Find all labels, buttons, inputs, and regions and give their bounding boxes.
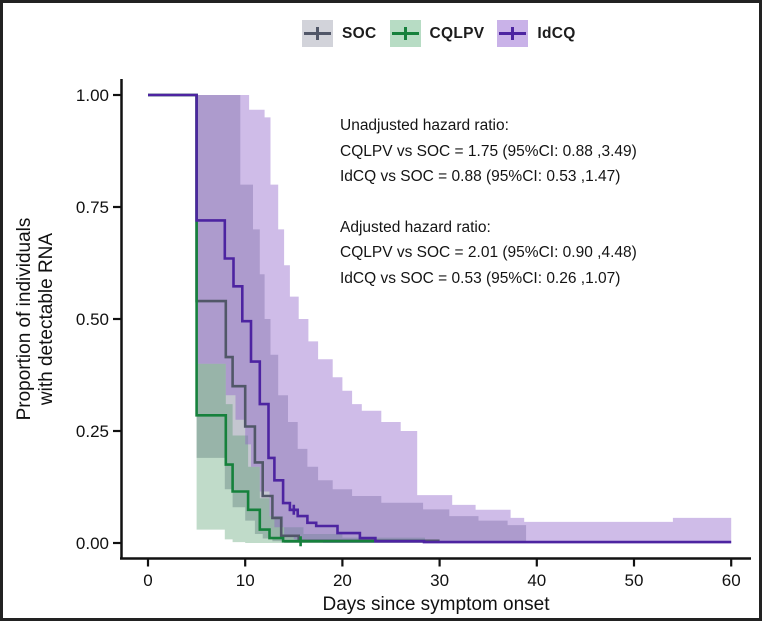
unadjusted-hr-block: Unadjusted hazard ratio: CQLPV vs SOC = … — [340, 113, 637, 190]
censor-marks — [288, 504, 306, 547]
censor-mark-idcq — [288, 504, 299, 515]
km-curves — [148, 93, 732, 544]
y-tick-label: 1.00 — [76, 86, 109, 105]
x-tick-label: 0 — [143, 571, 152, 590]
y-axis-title-line1: Proportion of individuals — [14, 218, 35, 421]
legend-item-idcq: IdCQ — [497, 20, 575, 47]
legend-label-cqlpv: CQLPV — [429, 24, 485, 42]
cqlpv-key-icon — [389, 20, 421, 47]
y-axis-title-line2: with detectable RNA — [36, 233, 57, 406]
y-tick-label: 0.00 — [76, 534, 109, 553]
legend: SOC CQLPV IdCQ — [302, 20, 576, 47]
x-tick-label: 50 — [625, 571, 644, 590]
hazard-ratio-annotations: Unadjusted hazard ratio: CQLPV vs SOC = … — [340, 113, 637, 292]
x-tick-label: 30 — [430, 571, 449, 590]
soc-key-icon — [302, 20, 333, 47]
unadjusted-hr-title: Unadjusted hazard ratio: — [340, 117, 509, 134]
ci-band-cqlpv — [196, 363, 425, 543]
ci-bands — [196, 95, 732, 543]
unadjusted-hr-cqlpv: CQLPV vs SOC = 1.75 (95%CI: 0.88 ,3.49) — [340, 142, 637, 160]
x-tick-label: 40 — [527, 571, 546, 590]
legend-label-soc: SOC — [342, 24, 377, 42]
adjusted-hr-block: Adjusted hazard ratio: CQLPV vs SOC = 2.… — [340, 215, 637, 292]
legend-item-cqlpv: CQLPV — [389, 20, 485, 47]
unadjusted-hr-idcq: IdCQ vs SOC = 0.88 (95%CI: 0.53 ,1.47) — [340, 168, 621, 186]
ci-band-idcq — [196, 95, 732, 543]
legend-item-soc: SOC — [302, 20, 377, 47]
km-curve-cqlpv — [148, 93, 425, 543]
y-axis-ticks: 0.00 0.25 0.50 0.75 1.00 — [76, 86, 121, 553]
km-curve-soc — [148, 93, 440, 543]
idcq-key-icon — [497, 20, 529, 47]
adjusted-hr-cqlpv: CQLPV vs SOC = 2.01 (95%CI: 0.90 ,4.48) — [340, 244, 637, 262]
x-tick-label: 20 — [333, 571, 352, 590]
axes — [120, 79, 751, 560]
km-curve-idcq — [148, 93, 732, 544]
x-tick-label: 10 — [236, 571, 255, 590]
ci-band-soc — [196, 95, 527, 543]
km-plot-svg: 0 10 20 30 40 50 60 0.00 0.25 0.50 0.75 1.00 Days … — [14, 79, 751, 615]
y-tick-label: 0.25 — [76, 422, 109, 441]
legend-label-idcq: IdCQ — [537, 24, 576, 42]
adjusted-hr-idcq: IdCQ vs SOC = 0.53 (95%CI: 0.26 ,1.07) — [340, 269, 621, 287]
x-axis-ticks: 0 10 20 30 40 50 60 — [143, 559, 741, 590]
y-tick-label: 0.75 — [76, 198, 109, 217]
x-axis-title: Days since symptom onset — [322, 594, 550, 615]
y-tick-label: 0.50 — [76, 310, 109, 329]
x-tick-label: 60 — [722, 571, 741, 590]
censor-mark-cqlpv — [295, 536, 306, 547]
adjusted-hr-title: Adjusted hazard ratio: — [340, 218, 491, 236]
